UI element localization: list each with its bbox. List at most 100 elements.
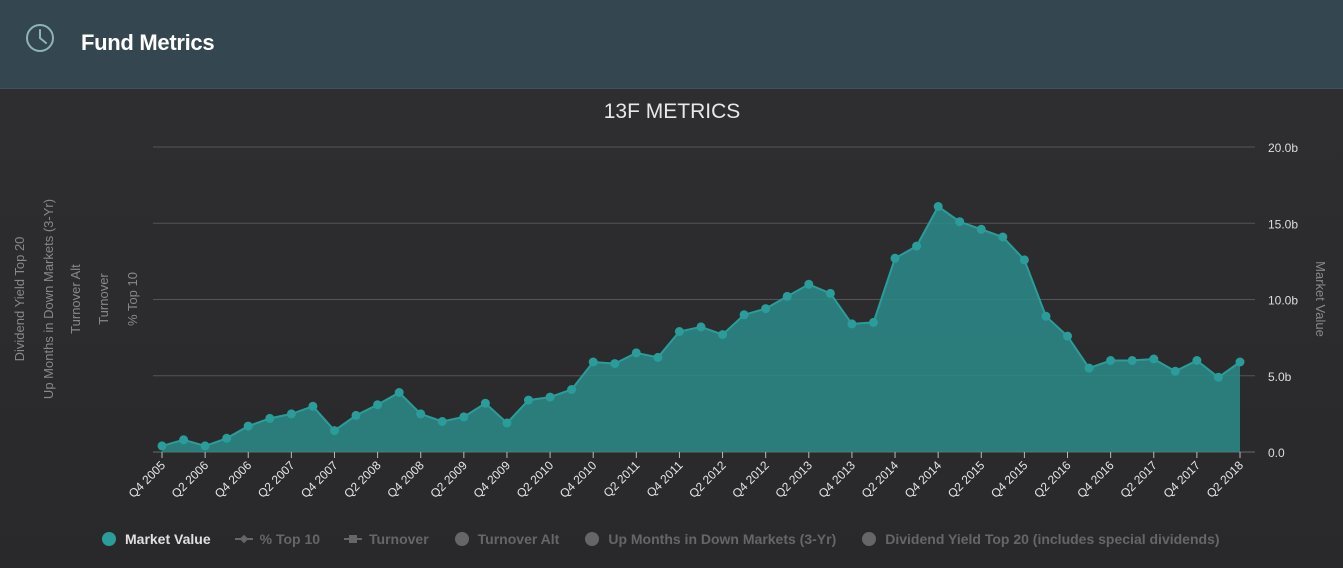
- x-tick-label: Q2 2007: [255, 458, 298, 501]
- data-point[interactable]: [200, 441, 210, 451]
- data-point[interactable]: [696, 322, 706, 332]
- data-point[interactable]: [1063, 331, 1072, 341]
- panel-header: Fund Metrics: [0, 0, 1343, 89]
- data-point[interactable]: [157, 441, 167, 451]
- data-point[interactable]: [739, 310, 749, 320]
- data-point[interactable]: [567, 385, 577, 394]
- x-tick-label: Q4 2006: [212, 458, 255, 501]
- data-point[interactable]: [718, 330, 728, 340]
- x-tick-label: Q2 2011: [601, 458, 643, 500]
- data-point[interactable]: [804, 279, 814, 289]
- x-tick-label: Q2 2012: [686, 458, 729, 501]
- x-tick-label: Q4 2005: [126, 458, 169, 501]
- x-tick-label: Q4 2011: [644, 458, 686, 500]
- x-tick-label: Q2 2013: [772, 458, 815, 501]
- data-point[interactable]: [588, 357, 598, 367]
- y-axis-label-left: Dividend Yield Top 20: [12, 237, 27, 362]
- data-point[interactable]: [847, 319, 857, 329]
- data-point[interactable]: [545, 392, 555, 402]
- legend-item-5[interactable]: Dividend Yield Top 20 (includes special …: [860, 531, 1220, 547]
- x-tick-label: Q4 2007: [298, 458, 341, 501]
- y-tick-label: 15.0b: [1268, 217, 1298, 231]
- y-tick-label: 10.0b: [1268, 294, 1298, 308]
- chart-panel: [0, 89, 1343, 568]
- data-point[interactable]: [265, 413, 275, 423]
- data-point[interactable]: [351, 410, 361, 420]
- y-axis-label-left: Turnover Alt: [68, 264, 83, 334]
- y-tick-label: 20.0b: [1268, 141, 1298, 155]
- legend-item-3[interactable]: Turnover Alt: [453, 531, 560, 547]
- data-point[interactable]: [1213, 372, 1223, 382]
- legend-label: Market Value: [125, 531, 211, 547]
- data-point[interactable]: [998, 232, 1008, 242]
- chart-title: 13F METRICS: [604, 100, 741, 123]
- x-tick-label: Q2 2018: [1204, 458, 1247, 501]
- data-point[interactable]: [502, 418, 512, 428]
- data-point[interactable]: [308, 401, 318, 411]
- legend-item-4[interactable]: Up Months in Down Markets (3-Yr): [583, 531, 836, 547]
- data-point[interactable]: [286, 409, 296, 419]
- data-point[interactable]: [761, 304, 771, 314]
- x-tick-label: Q4 2013: [816, 458, 859, 501]
- legend-label: % Top 10: [259, 531, 321, 547]
- data-point[interactable]: [653, 352, 663, 362]
- data-point[interactable]: [1170, 366, 1180, 376]
- data-point[interactable]: [869, 317, 878, 327]
- data-point[interactable]: [459, 412, 469, 422]
- data-point[interactable]: [222, 433, 232, 443]
- x-tick-label: Q2 2017: [1117, 458, 1160, 501]
- data-point[interactable]: [480, 398, 490, 408]
- data-point[interactable]: [330, 426, 339, 436]
- data-point[interactable]: [524, 395, 533, 405]
- data-point[interactable]: [912, 241, 922, 251]
- data-point[interactable]: [416, 409, 426, 419]
- legend-symbol-icon: [100, 532, 118, 546]
- legend-item-0[interactable]: Market Value: [100, 531, 211, 547]
- data-point[interactable]: [825, 288, 835, 298]
- legend-symbol-icon: [453, 532, 471, 546]
- legend-symbol-icon: [583, 532, 601, 546]
- data-point[interactable]: [394, 388, 404, 397]
- x-tick-label: Q2 2016: [1031, 458, 1074, 501]
- data-point[interactable]: [782, 291, 792, 301]
- x-tick-label: Q4 2012: [729, 458, 772, 501]
- y-axis-label-left: Up Months in Down Markets (3-Yr): [41, 199, 56, 399]
- data-point[interactable]: [1127, 356, 1137, 365]
- x-tick-label: Q4 2008: [384, 458, 427, 501]
- data-point[interactable]: [933, 202, 943, 211]
- data-point[interactable]: [179, 435, 189, 445]
- legend-symbol-icon: [860, 532, 878, 546]
- data-point[interactable]: [1106, 356, 1116, 365]
- legend-item-2[interactable]: Turnover: [344, 531, 429, 547]
- data-point[interactable]: [1084, 363, 1094, 373]
- data-point[interactable]: [373, 400, 383, 410]
- data-point[interactable]: [610, 359, 620, 369]
- data-point[interactable]: [890, 253, 900, 263]
- y-axis-label-right: Market Value: [1313, 261, 1328, 337]
- x-tick-label: Q4 2009: [471, 458, 514, 501]
- data-point[interactable]: [674, 327, 684, 336]
- data-point[interactable]: [437, 417, 447, 426]
- data-point[interactable]: [955, 217, 965, 227]
- y-axis-label-left: % Top 10: [125, 272, 140, 326]
- data-point[interactable]: [1192, 356, 1202, 365]
- x-tick-label: Q2 2008: [341, 458, 384, 501]
- panel-title: Fund Metrics: [81, 30, 215, 55]
- data-point[interactable]: [1149, 354, 1159, 364]
- x-tick-label: Q4 2016: [1074, 458, 1117, 501]
- data-point[interactable]: [1235, 357, 1245, 367]
- legend-label: Turnover Alt: [477, 531, 560, 547]
- x-tick-label: Q2 2014: [859, 458, 902, 501]
- data-point[interactable]: [631, 348, 641, 358]
- data-point[interactable]: [976, 224, 986, 234]
- y-tick-label: 5.0b: [1268, 370, 1292, 384]
- data-point[interactable]: [243, 421, 253, 431]
- data-point[interactable]: [1019, 255, 1029, 265]
- x-tick-label: Q4 2010: [557, 458, 600, 501]
- x-tick-label: Q4 2017: [1161, 458, 1204, 501]
- data-point[interactable]: [1041, 311, 1051, 321]
- legend-item-1[interactable]: % Top 10: [234, 531, 321, 547]
- x-tick-label: Q2 2009: [428, 458, 471, 501]
- x-tick-label: Q4 2014: [902, 458, 945, 501]
